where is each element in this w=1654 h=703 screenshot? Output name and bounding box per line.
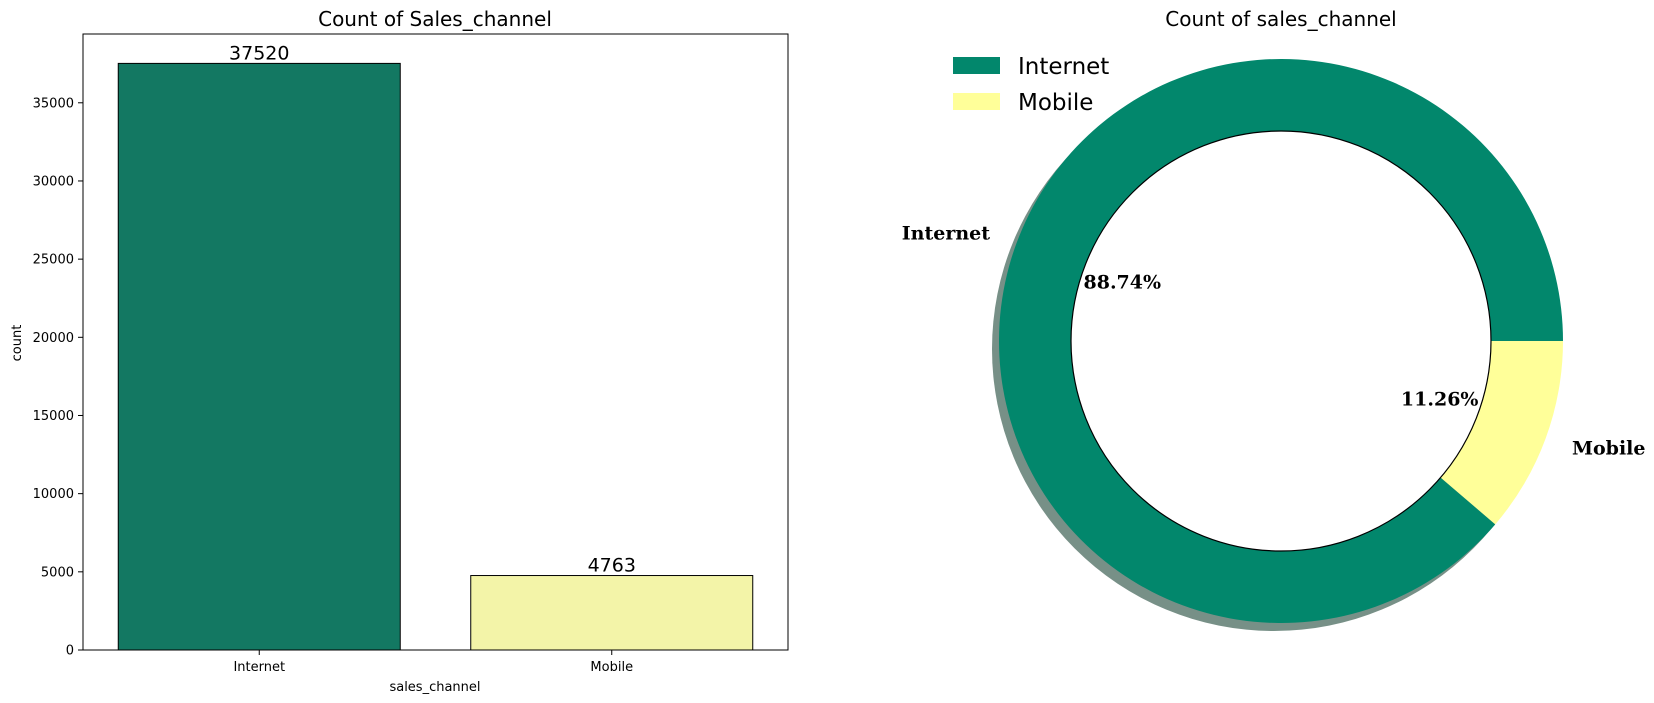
legend-label: Internet (1018, 54, 1109, 80)
y-tick-label: 30000 (33, 174, 74, 189)
bar-chart: Count of Sales_channel 0 5000 10000 15000 20… (10, 7, 789, 695)
bar-x-axis-label: sales_channel (389, 680, 480, 695)
x-tick-label: Internet (233, 660, 285, 675)
donut-percent-label: 11.26% (1401, 389, 1479, 411)
bar-y-ticks: 0 5000 10000 15000 20000 25000 30000 35000 (33, 96, 83, 659)
y-tick-label: 5000 (41, 565, 74, 580)
donut-chart-title: Count of sales_channel (1165, 7, 1396, 31)
y-tick-label: 35000 (33, 96, 74, 111)
bar-chart-title: Count of Sales_channel (318, 7, 552, 31)
legend-swatch-internet (953, 57, 1000, 74)
bar-mobile (470, 575, 754, 651)
donut-hole (1070, 130, 1492, 552)
donut-legend: Internet Mobile (953, 54, 1109, 116)
bar-internet (117, 62, 401, 651)
bar-x-ticks: Internet Mobile (233, 650, 633, 675)
y-tick-label: 10000 (33, 487, 74, 502)
bar-y-axis-label: count (10, 325, 25, 362)
bar-value-label: 4763 (588, 555, 636, 577)
legend-label: Mobile (1018, 90, 1093, 116)
legend-swatch-mobile (953, 93, 1000, 110)
donut-category-label: Mobile (1572, 437, 1646, 459)
donut-labels: Internet 88.74% Mobile 11.26% (902, 223, 1646, 460)
y-tick-label: 15000 (33, 409, 74, 424)
donut-category-label: Internet (902, 223, 990, 245)
y-tick-label: 20000 (33, 331, 74, 346)
bar-series: 37520 4763 (117, 42, 754, 651)
donut-chart: Count of sales_channel Internet 88.74% Mob… (902, 7, 1646, 631)
y-tick-label: 25000 (33, 253, 74, 268)
bar-value-label: 37520 (229, 42, 289, 64)
y-tick-label: 0 (66, 644, 74, 659)
bar-plot-frame (82, 33, 789, 651)
donut-percent-label: 88.74% (1084, 271, 1162, 293)
x-tick-label: Mobile (590, 660, 633, 675)
